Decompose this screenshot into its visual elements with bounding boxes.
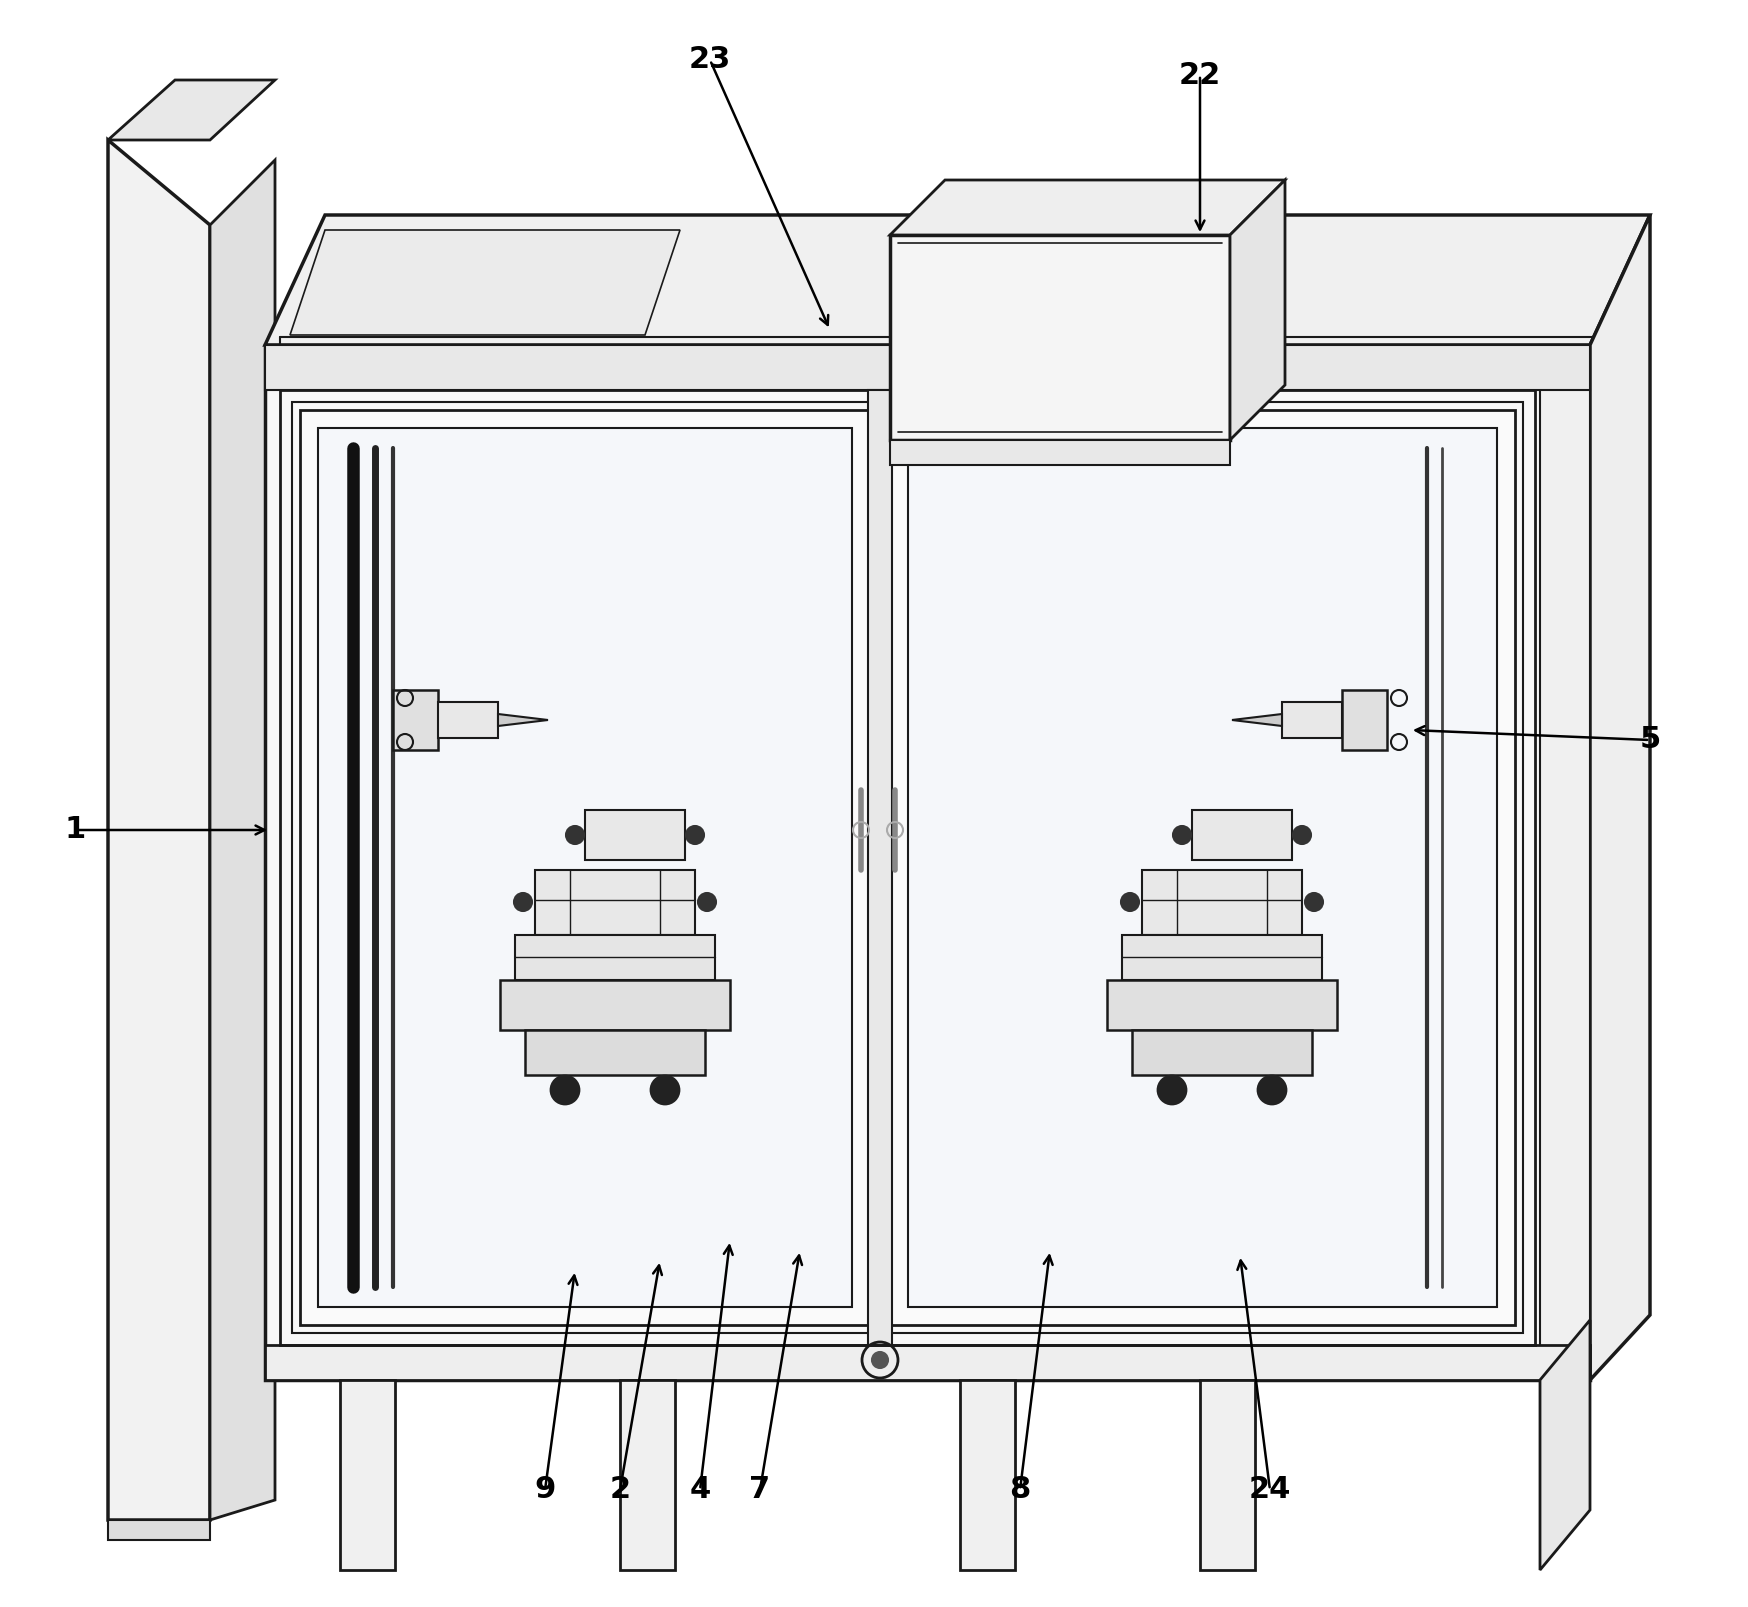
- Bar: [890, 235, 1229, 440]
- Text: 2: 2: [608, 1475, 631, 1504]
- Polygon shape: [108, 140, 210, 1520]
- Bar: [339, 1380, 395, 1570]
- Bar: [393, 689, 437, 750]
- Bar: [524, 1030, 704, 1075]
- Bar: [1540, 346, 1589, 1380]
- Circle shape: [514, 893, 531, 911]
- Text: 22: 22: [1178, 61, 1220, 90]
- Bar: [867, 391, 891, 1345]
- Bar: [292, 402, 1523, 1332]
- Bar: [619, 1380, 675, 1570]
- Circle shape: [551, 1077, 579, 1104]
- Bar: [1122, 935, 1321, 980]
- Polygon shape: [890, 180, 1285, 235]
- Bar: [514, 935, 715, 980]
- Bar: [584, 810, 685, 860]
- Bar: [1131, 1030, 1311, 1075]
- Bar: [266, 346, 1589, 1380]
- Polygon shape: [1229, 180, 1285, 440]
- Circle shape: [566, 826, 584, 844]
- Bar: [1341, 689, 1386, 750]
- Circle shape: [1120, 893, 1138, 911]
- Bar: [318, 427, 851, 1306]
- Bar: [890, 410, 1514, 1326]
- Bar: [266, 346, 1589, 391]
- Polygon shape: [266, 215, 1648, 346]
- Polygon shape: [1540, 1319, 1589, 1570]
- Text: 1: 1: [65, 815, 86, 845]
- Circle shape: [697, 893, 715, 911]
- Bar: [890, 440, 1229, 464]
- Circle shape: [1304, 893, 1321, 911]
- Bar: [1192, 810, 1292, 860]
- Polygon shape: [1589, 215, 1648, 1380]
- Text: 5: 5: [1638, 725, 1659, 755]
- Text: 9: 9: [533, 1475, 556, 1504]
- Bar: [301, 410, 869, 1326]
- Circle shape: [1173, 826, 1190, 844]
- Bar: [1141, 869, 1301, 935]
- Bar: [280, 391, 1535, 1345]
- Polygon shape: [108, 80, 274, 140]
- Circle shape: [685, 826, 704, 844]
- Polygon shape: [1231, 714, 1281, 726]
- Text: 4: 4: [689, 1475, 710, 1504]
- Polygon shape: [290, 230, 680, 334]
- Bar: [1199, 1380, 1255, 1570]
- Bar: [500, 980, 729, 1030]
- Polygon shape: [108, 1520, 210, 1540]
- Text: 24: 24: [1248, 1475, 1290, 1504]
- Bar: [535, 869, 694, 935]
- Polygon shape: [1589, 215, 1648, 379]
- Bar: [266, 1345, 1589, 1380]
- Bar: [960, 1380, 1014, 1570]
- Text: 8: 8: [1009, 1475, 1030, 1504]
- Bar: [907, 427, 1496, 1306]
- Text: 23: 23: [689, 45, 731, 74]
- Text: 7: 7: [748, 1475, 771, 1504]
- Bar: [1281, 702, 1341, 738]
- Circle shape: [1257, 1077, 1285, 1104]
- Polygon shape: [210, 161, 274, 1520]
- Polygon shape: [498, 714, 547, 726]
- Circle shape: [1292, 826, 1311, 844]
- Bar: [437, 702, 498, 738]
- Circle shape: [650, 1077, 678, 1104]
- Circle shape: [1157, 1077, 1185, 1104]
- Circle shape: [872, 1351, 888, 1368]
- Bar: [1106, 980, 1335, 1030]
